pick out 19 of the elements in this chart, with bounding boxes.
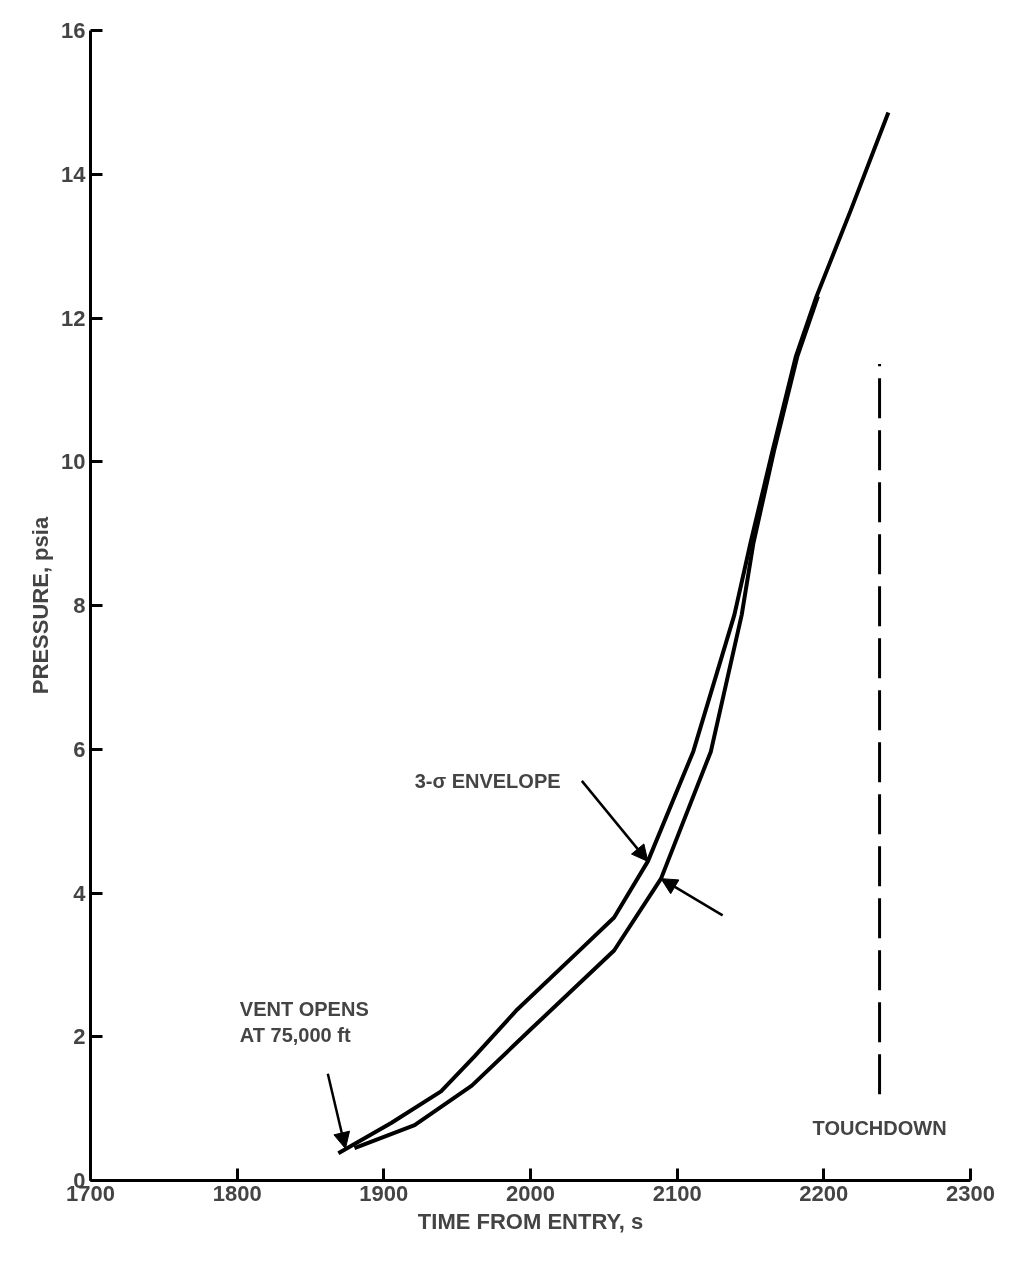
y-tick-label: 12 — [61, 305, 86, 331]
y-tick-label: 10 — [61, 449, 86, 475]
annotation: 3-σ ENVELOPE — [414, 769, 561, 792]
x-tick-label: 2100 — [652, 1180, 702, 1206]
annotation: VENT OPENS AT 75,000 ft — [239, 997, 369, 1047]
x-tick-label: 1800 — [212, 1180, 262, 1206]
y-tick-label: 8 — [73, 593, 86, 618]
ref-line-label: TOUCHDOWN — [812, 1117, 947, 1140]
y-tick-label: 4 — [73, 880, 87, 906]
x-tick-label: 2200 — [799, 1180, 849, 1206]
y-tick-label: 2 — [73, 1024, 86, 1050]
x-axis-title: TIME FROM ENTRY, s — [417, 1208, 644, 1234]
x-tick-label: 1900 — [359, 1180, 409, 1206]
x-tick-label: 2300 — [946, 1180, 995, 1206]
y-tick-label: 6 — [73, 736, 86, 762]
y-tick-label: 14 — [61, 161, 87, 187]
x-tick-label: 2000 — [506, 1180, 555, 1206]
y-axis-title: PRESSURE, psia — [28, 516, 54, 695]
y-tick-label: 16 — [61, 18, 86, 43]
